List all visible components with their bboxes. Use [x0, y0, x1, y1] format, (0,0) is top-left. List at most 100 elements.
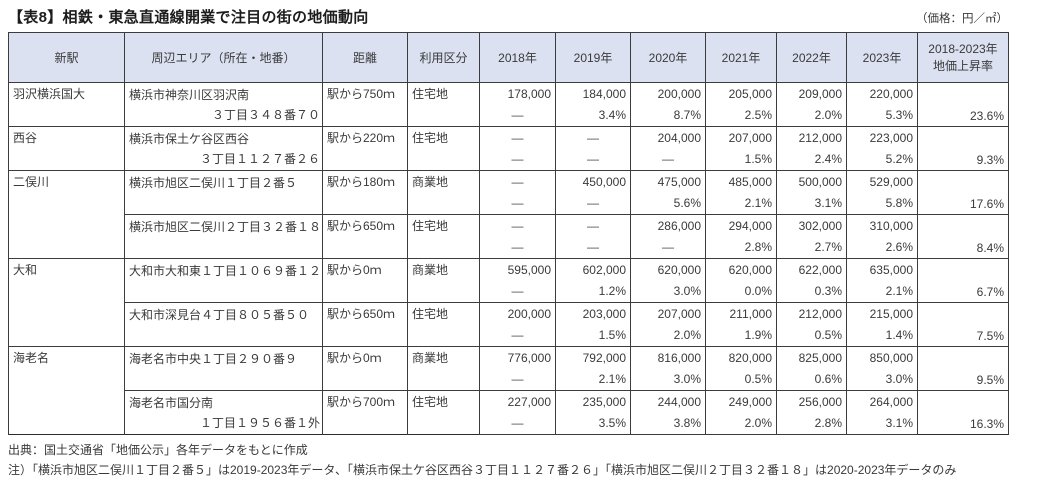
- table-row-rates: — — 5.6% 2.1% 3.1% 5.8%: [9, 192, 1009, 215]
- total-rate-cell: 17.6%: [917, 170, 1009, 215]
- rate-cell: 2.0%: [630, 324, 706, 347]
- area-cell: 海老名市国分南 １丁目１９５６番１外: [124, 390, 323, 435]
- area-line1: 横浜市保土ケ谷区西谷: [129, 132, 250, 146]
- price-cell: —: [479, 126, 556, 149]
- rate-cell: 0.6%: [776, 368, 847, 391]
- rate-cell: —: [479, 148, 556, 171]
- table-row: 大和 大和市大和東１丁目１０６９番１２ 駅から0ｍ 商業地 595,000 60…: [8, 258, 1009, 347]
- rate-cell: 1.9%: [705, 324, 777, 347]
- price-cell: 227,000: [479, 390, 556, 413]
- price-cell: 602,000: [555, 258, 631, 281]
- col-header-year-2022: 2022年: [776, 32, 847, 83]
- price-cell: 215,000: [846, 302, 918, 325]
- price-cell: 820,000: [705, 346, 777, 369]
- total-rate-cell: 16.3%: [917, 390, 1009, 435]
- price-cell: 622,000: [776, 258, 847, 281]
- area-cell: 横浜市神奈川区羽沢南 ３丁目３４８番７０: [124, 82, 323, 127]
- table-row-rates: — 2.1% 3.0% 0.5% 0.6% 3.0%: [9, 368, 1009, 391]
- area-line2: １丁目１９５６番１外: [199, 416, 320, 430]
- annotation-note: 注）「横浜市旭区二俣川１丁目２番５」は2019-2023年データ、「横浜市保土ケ…: [8, 463, 957, 477]
- rate-cell: 2.0%: [776, 104, 847, 127]
- price-cell: 203,000: [555, 302, 631, 325]
- col-header-year-2018: 2018年: [479, 32, 556, 83]
- usage-cell: 商業地: [407, 170, 480, 215]
- rate-cell: 1.2%: [555, 280, 631, 303]
- rate-cell: —: [479, 104, 556, 127]
- distance-cell: 駅から0ｍ: [322, 346, 408, 391]
- rate-cell: 3.0%: [846, 368, 918, 391]
- area-cell: 大和市大和東１丁目１０６９番１２: [124, 258, 323, 303]
- price-cell: —: [555, 214, 631, 237]
- station-cell: 大和: [8, 258, 125, 347]
- land-price-table: 新駅 周辺エリア（所在・地番） 距離 利用区分 2018年 2019年 2020…: [8, 32, 1009, 435]
- usage-cell: 住宅地: [407, 214, 480, 259]
- table-header-row: 新駅 周辺エリア（所在・地番） 距離 利用区分 2018年 2019年 2020…: [8, 32, 1009, 83]
- rate-cell: 2.6%: [846, 236, 918, 259]
- table-row: 西谷 横浜市保土ケ谷区西谷 ３丁目１１２７番２６ 駅から220ｍ 住宅地 — —…: [8, 126, 1009, 171]
- col-header-total-rate-line2: 地価上昇率: [932, 58, 993, 73]
- rate-cell: 1.5%: [555, 324, 631, 347]
- area-cell: 横浜市旭区二俣川２丁目３２番１８: [124, 214, 323, 259]
- price-cell: 294,000: [705, 214, 777, 237]
- rate-cell: 0.3%: [776, 280, 847, 303]
- rate-cell: 0.5%: [776, 324, 847, 347]
- area-cell: 横浜市保土ケ谷区西谷 ３丁目１１２７番２６: [124, 126, 323, 171]
- price-cell: 302,000: [776, 214, 847, 237]
- rate-cell: —: [479, 412, 556, 435]
- col-header-year-2023: 2023年: [846, 32, 918, 83]
- distance-cell: 駅から650ｍ: [322, 302, 408, 347]
- rate-cell: 2.1%: [846, 280, 918, 303]
- price-cell: 776,000: [479, 346, 556, 369]
- usage-cell: 住宅地: [407, 302, 480, 347]
- rate-cell: —: [555, 192, 631, 215]
- area-cell: 横浜市旭区二俣川１丁目２番５: [124, 170, 323, 215]
- price-cell: 310,000: [846, 214, 918, 237]
- price-cell: —: [555, 126, 631, 149]
- station-cell: 二俣川: [8, 170, 125, 259]
- rate-cell: —: [479, 280, 556, 303]
- table-row: 海老名 海老名市中央１丁目２９０番９ 駅から0ｍ 商業地 776,000 792…: [8, 346, 1009, 435]
- price-cell: 792,000: [555, 346, 631, 369]
- rate-cell: 3.1%: [776, 192, 847, 215]
- price-cell: 850,000: [846, 346, 918, 369]
- table-row: 横浜市旭区二俣川２丁目３２番１８ 駅から650ｍ 住宅地 — — 286,000…: [9, 214, 1009, 259]
- distance-cell: 駅から220ｍ: [322, 126, 408, 171]
- distance-cell: 駅から180ｍ: [322, 170, 408, 215]
- rate-cell: —: [479, 324, 556, 347]
- price-cell: 178,000: [479, 82, 556, 105]
- price-cell: 264,000: [846, 390, 918, 413]
- rate-cell: 5.8%: [846, 192, 918, 215]
- price-cell: 450,000: [555, 170, 631, 193]
- rate-cell: —: [555, 236, 631, 259]
- price-cell: 207,000: [630, 302, 706, 325]
- usage-cell: 商業地: [407, 346, 480, 391]
- usage-cell: 住宅地: [407, 390, 480, 435]
- rate-cell: 5.6%: [630, 192, 706, 215]
- rate-cell: —: [479, 368, 556, 391]
- col-header-year-2020: 2020年: [630, 32, 706, 83]
- rate-cell: 2.4%: [776, 148, 847, 171]
- area-line1: 横浜市旭区二俣川２丁目３２番１８: [129, 220, 322, 234]
- table-row-rates: — — — 2.8% 2.7% 2.6%: [9, 236, 1009, 259]
- price-cell: 475,000: [630, 170, 706, 193]
- rate-cell: 2.0%: [705, 412, 777, 435]
- rate-cell: 2.1%: [705, 192, 777, 215]
- col-header-distance: 距離: [322, 32, 408, 83]
- price-cell: 529,000: [846, 170, 918, 193]
- table-row-rates: — 3.5% 3.8% 2.0% 2.8% 3.1%: [9, 412, 1009, 435]
- rate-cell: 3.5%: [555, 412, 631, 435]
- table-row-rates: — 1.2% 3.0% 0.0% 0.3% 2.1%: [9, 280, 1009, 303]
- col-header-year-2021: 2021年: [705, 32, 777, 83]
- station-cell: 海老名: [8, 346, 125, 435]
- rate-cell: 3.8%: [630, 412, 706, 435]
- price-cell: 620,000: [705, 258, 777, 281]
- usage-cell: 商業地: [407, 258, 480, 303]
- price-cell: 223,000: [846, 126, 918, 149]
- table-row-rates: — — — 1.5% 2.4% 5.2%: [9, 148, 1009, 171]
- price-cell: 200,000: [479, 302, 556, 325]
- price-cell: 207,000: [705, 126, 777, 149]
- rate-cell: —: [479, 236, 556, 259]
- total-rate-cell: 9.3%: [917, 126, 1009, 171]
- price-cell: 235,000: [555, 390, 631, 413]
- price-unit-note: （価格：円／㎡）: [916, 13, 1008, 25]
